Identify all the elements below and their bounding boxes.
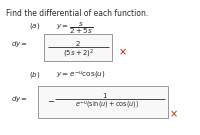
Text: $2$: $2$ [75, 39, 81, 48]
Text: Find the differential of each function.: Find the differential of each function. [6, 9, 149, 18]
Text: $dy =$: $dy =$ [11, 94, 28, 104]
Text: $(b)$: $(b)$ [29, 70, 40, 80]
Text: $y = \dfrac{s}{2+5s}$: $y = \dfrac{s}{2+5s}$ [56, 21, 93, 36]
Text: $e^{-u}(\sin(u)+\cos(u))$: $e^{-u}(\sin(u)+\cos(u))$ [75, 100, 139, 111]
Text: $-$: $-$ [47, 95, 55, 104]
Text: $\times$: $\times$ [169, 109, 178, 119]
Text: $(5s+2)^{2}$: $(5s+2)^{2}$ [63, 47, 94, 60]
FancyBboxPatch shape [44, 34, 112, 61]
Text: $dy =$: $dy =$ [11, 39, 28, 50]
Text: $y = e^{-u}\cos(u)$: $y = e^{-u}\cos(u)$ [56, 70, 105, 81]
Text: $1$: $1$ [102, 90, 108, 99]
Text: $(a)$: $(a)$ [29, 21, 40, 31]
Text: $\times$: $\times$ [118, 47, 127, 57]
FancyBboxPatch shape [38, 86, 168, 118]
